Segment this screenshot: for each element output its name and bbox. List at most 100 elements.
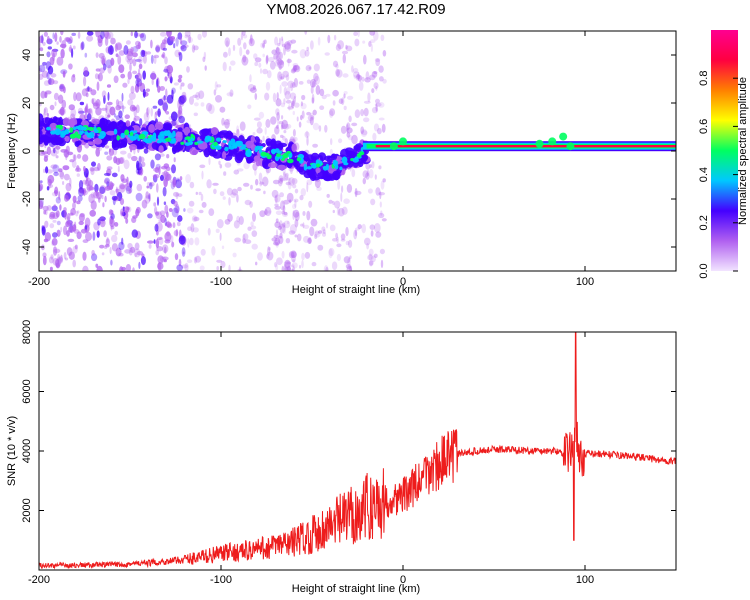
- noise-speckle: [256, 121, 262, 129]
- noise-speckle: [343, 93, 346, 99]
- noise-speckle: [178, 115, 186, 124]
- noise-speckle: [247, 226, 252, 231]
- noise-speckle: [302, 211, 306, 216]
- noise-speckle: [285, 261, 291, 271]
- noise-speckle: [178, 258, 182, 267]
- noise-speckle: [278, 37, 282, 45]
- noise-speckle: [55, 196, 61, 204]
- ridge-core: [333, 160, 338, 166]
- noise-speckle: [276, 111, 280, 121]
- noise-speckle: [134, 31, 138, 39]
- noise-speckle: [96, 265, 103, 271]
- noise-speckle: [283, 45, 286, 56]
- noise-speckle: [89, 209, 96, 217]
- noise-speckle: [361, 76, 365, 82]
- noise-speckle: [369, 260, 374, 266]
- noise-speckle: [249, 34, 253, 45]
- noise-speckle: [287, 179, 292, 190]
- noise-speckle: [370, 198, 376, 206]
- noise-speckle: [282, 171, 286, 182]
- noise-speckle: [281, 36, 284, 42]
- noise-speckle: [242, 34, 248, 39]
- noise-speckle: [279, 84, 282, 95]
- noise-speckle: [121, 266, 127, 271]
- noise-speckle: [329, 148, 333, 156]
- noise-speckle: [55, 155, 59, 159]
- noise-speckle: [118, 110, 123, 119]
- noise-speckle: [175, 229, 179, 237]
- ridge-blob: [93, 138, 103, 145]
- noise-speckle: [125, 264, 131, 271]
- steady-bump: [566, 142, 575, 151]
- noise-speckle: [292, 129, 296, 137]
- noise-speckle: [193, 256, 198, 264]
- ridge-blob: [91, 118, 101, 125]
- noise-speckle: [275, 98, 282, 107]
- noise-speckle: [221, 117, 225, 126]
- noise-speckle: [243, 42, 247, 50]
- noise-speckle: [275, 47, 281, 56]
- noise-speckle: [46, 186, 50, 191]
- noise-speckle: [106, 101, 113, 106]
- noise-speckle: [293, 136, 298, 142]
- noise-speckle: [346, 265, 352, 271]
- noise-speckle: [361, 223, 367, 234]
- noise-speckle: [95, 52, 99, 58]
- noise-speckle: [147, 240, 154, 244]
- noise-speckle: [52, 232, 58, 238]
- noise-speckle: [367, 254, 374, 261]
- noise-speckle: [310, 85, 314, 94]
- noise-speckle: [54, 186, 59, 197]
- noise-speckle: [253, 117, 261, 121]
- noise-speckle: [265, 55, 269, 65]
- noise-speckle: [96, 81, 100, 91]
- snr-xlabel: Height of straight line (km): [292, 583, 420, 595]
- noise-speckle: [42, 205, 49, 212]
- ridge-core: [73, 126, 77, 130]
- noise-speckle: [208, 104, 215, 115]
- noise-speckle: [291, 49, 298, 54]
- noise-speckle: [76, 173, 81, 177]
- noise-speckle: [318, 230, 323, 234]
- noise-speckle: [301, 252, 305, 261]
- noise-speckle: [171, 87, 176, 94]
- noise-speckle: [142, 54, 147, 64]
- noise-speckle: [314, 178, 321, 189]
- snr-panel: -200 -100 0 100 2000 4000 6000 8000 Height of s…: [6, 320, 677, 595]
- noise-speckle: [130, 85, 135, 94]
- noise-speckle: [58, 191, 61, 201]
- noise-speckle: [269, 60, 276, 70]
- noise-speckle: [71, 32, 76, 37]
- y-tick-label: 20: [21, 97, 33, 109]
- noise-speckle: [203, 51, 207, 60]
- noise-speckle: [277, 42, 281, 47]
- noise-speckle: [146, 107, 149, 118]
- noise-speckle: [287, 40, 293, 46]
- noise-speckle: [60, 226, 63, 233]
- noise-speckle: [224, 218, 231, 225]
- noise-speckle: [255, 188, 261, 192]
- noise-speckle: [251, 230, 258, 238]
- noise-speckle: [291, 100, 295, 109]
- noise-speckle: [313, 63, 320, 72]
- x-tick-label: -200: [28, 276, 50, 288]
- noise-speckle: [281, 38, 284, 47]
- noise-speckle: [321, 226, 326, 232]
- noise-speckle: [296, 116, 299, 122]
- noise-speckle: [282, 135, 286, 141]
- noise-speckle: [75, 92, 82, 102]
- noise-speckle: [163, 163, 170, 169]
- noise-speckle: [161, 54, 165, 58]
- ridge-blob: [39, 129, 43, 137]
- noise-speckle: [274, 205, 281, 210]
- noise-speckle: [332, 100, 336, 106]
- noise-speckle: [63, 71, 66, 76]
- noise-speckle: [86, 35, 94, 42]
- noise-speckle: [179, 85, 182, 90]
- noise-speckle: [90, 167, 95, 176]
- noise-speckle: [282, 222, 286, 228]
- noise-speckle: [341, 206, 348, 215]
- noise-speckle: [93, 191, 100, 199]
- noise-speckle: [368, 253, 373, 261]
- noise-speckle: [154, 223, 159, 232]
